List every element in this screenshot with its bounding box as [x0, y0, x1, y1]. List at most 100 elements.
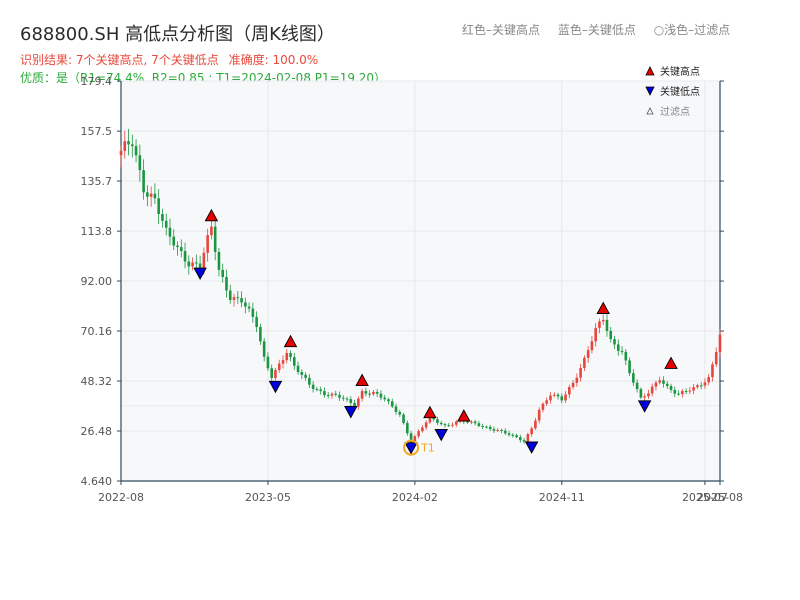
candle-body: [240, 298, 243, 303]
candle-body: [123, 141, 127, 151]
y-tick-label: 113.8: [81, 225, 113, 238]
y-tick-label: 92.00: [81, 275, 113, 288]
candle-body: [424, 422, 428, 428]
candle-body: [500, 429, 503, 431]
candle-body: [699, 385, 703, 387]
candle-body: [406, 422, 409, 434]
legend-light-filtered: ○浅色–过滤点: [653, 23, 731, 37]
candle-body: [353, 402, 356, 407]
candle-body: [277, 363, 281, 370]
key-high-marker: [664, 356, 678, 369]
candle-body: [677, 393, 680, 395]
candle-body: [466, 421, 469, 423]
chart-title: 688800.SH 高低点分析图（周K线图）: [20, 24, 335, 45]
candle-body: [454, 421, 458, 425]
candle-body: [390, 401, 394, 407]
candle-body: [244, 302, 247, 307]
candle-body: [221, 269, 225, 277]
candle-body: [545, 400, 549, 404]
candle-body: [526, 434, 530, 442]
candle-body: [213, 226, 217, 252]
candle-body: [688, 390, 692, 392]
key-low-marker: [268, 380, 283, 394]
candle-body: [583, 357, 586, 368]
key-low-marker: [404, 442, 418, 455]
candle-body: [428, 416, 432, 423]
candle-body: [443, 424, 447, 426]
candle-body: [270, 368, 273, 378]
candle-body: [492, 429, 496, 431]
candle-body: [326, 395, 330, 397]
candle-body: [635, 382, 639, 390]
y-tick-label: 4.640: [81, 475, 113, 488]
candle-body: [447, 425, 451, 427]
x-tick-label: 2024-02: [392, 491, 438, 504]
candle-body: [187, 261, 191, 267]
candle-body: [703, 382, 707, 386]
candle-body: [537, 409, 541, 421]
key-high-marker: [457, 409, 471, 422]
x-tick-label: 2022-08: [98, 491, 144, 504]
candle-body: [296, 365, 300, 373]
candle-body: [609, 330, 613, 340]
candle-body: [481, 426, 484, 428]
t1-ring: [403, 439, 420, 456]
candle-body: [692, 387, 695, 391]
candle-body: [620, 350, 624, 352]
candle-body: [718, 334, 722, 352]
candle-body: [131, 144, 134, 147]
candle-body: [470, 421, 473, 423]
candle-body: [379, 393, 383, 398]
candle-body: [436, 419, 439, 423]
candle-body: [217, 251, 221, 270]
candle-body: [308, 377, 311, 385]
key-low-marker: [434, 428, 448, 442]
candle-body: [665, 383, 669, 387]
candle-body: [496, 429, 500, 431]
y-tick-label: 48.32: [81, 375, 113, 388]
candle-body: [368, 393, 371, 395]
candle-body: [292, 357, 296, 366]
candle-body: [564, 394, 567, 401]
key-high-marker: [596, 301, 610, 314]
candle-body: [417, 431, 420, 437]
candles-group: [119, 128, 722, 445]
key-high-marker: [204, 208, 219, 222]
candle-body: [398, 411, 402, 415]
candle-body: [266, 356, 270, 369]
legend-label: 关键低点: [660, 85, 700, 98]
result-summary: 识别结果: 7个关键高点, 7个关键低点 准确度: 100.0%: [20, 51, 324, 68]
y-tick-label: 179.4: [81, 75, 113, 88]
candle-body: [541, 403, 545, 410]
candle-body: [711, 364, 714, 378]
key-low-marker: [524, 441, 539, 454]
candle-body: [571, 382, 575, 388]
candle-body: [530, 428, 533, 435]
candle-body: [511, 434, 515, 436]
legend-low-marker: [645, 86, 655, 96]
candle-body: [534, 420, 537, 429]
candle-body: [507, 433, 511, 435]
t1-label: T1: [420, 442, 435, 455]
y-tick-label: 135.7: [81, 175, 113, 188]
candle-body: [198, 263, 202, 269]
candle-body: [579, 367, 582, 378]
candle-body: [632, 373, 635, 383]
candle-body: [590, 341, 594, 351]
candle-body: [119, 150, 123, 156]
candle-body: [210, 226, 213, 236]
candle-body: [285, 353, 289, 361]
x-tick-label: 2025-07: [682, 491, 728, 504]
candle-body: [549, 395, 552, 401]
candle-body: [142, 170, 145, 193]
key-high-marker: [283, 334, 298, 348]
candle-body: [624, 351, 628, 361]
key-low-marker: [344, 406, 358, 419]
candle-body: [473, 421, 477, 424]
candle-body: [281, 360, 285, 364]
x-tick-label: 2025-08: [697, 491, 743, 504]
key-high-marker: [355, 373, 369, 387]
candle-body: [149, 193, 153, 197]
candle-body: [605, 319, 609, 331]
candle-body: [341, 397, 345, 399]
